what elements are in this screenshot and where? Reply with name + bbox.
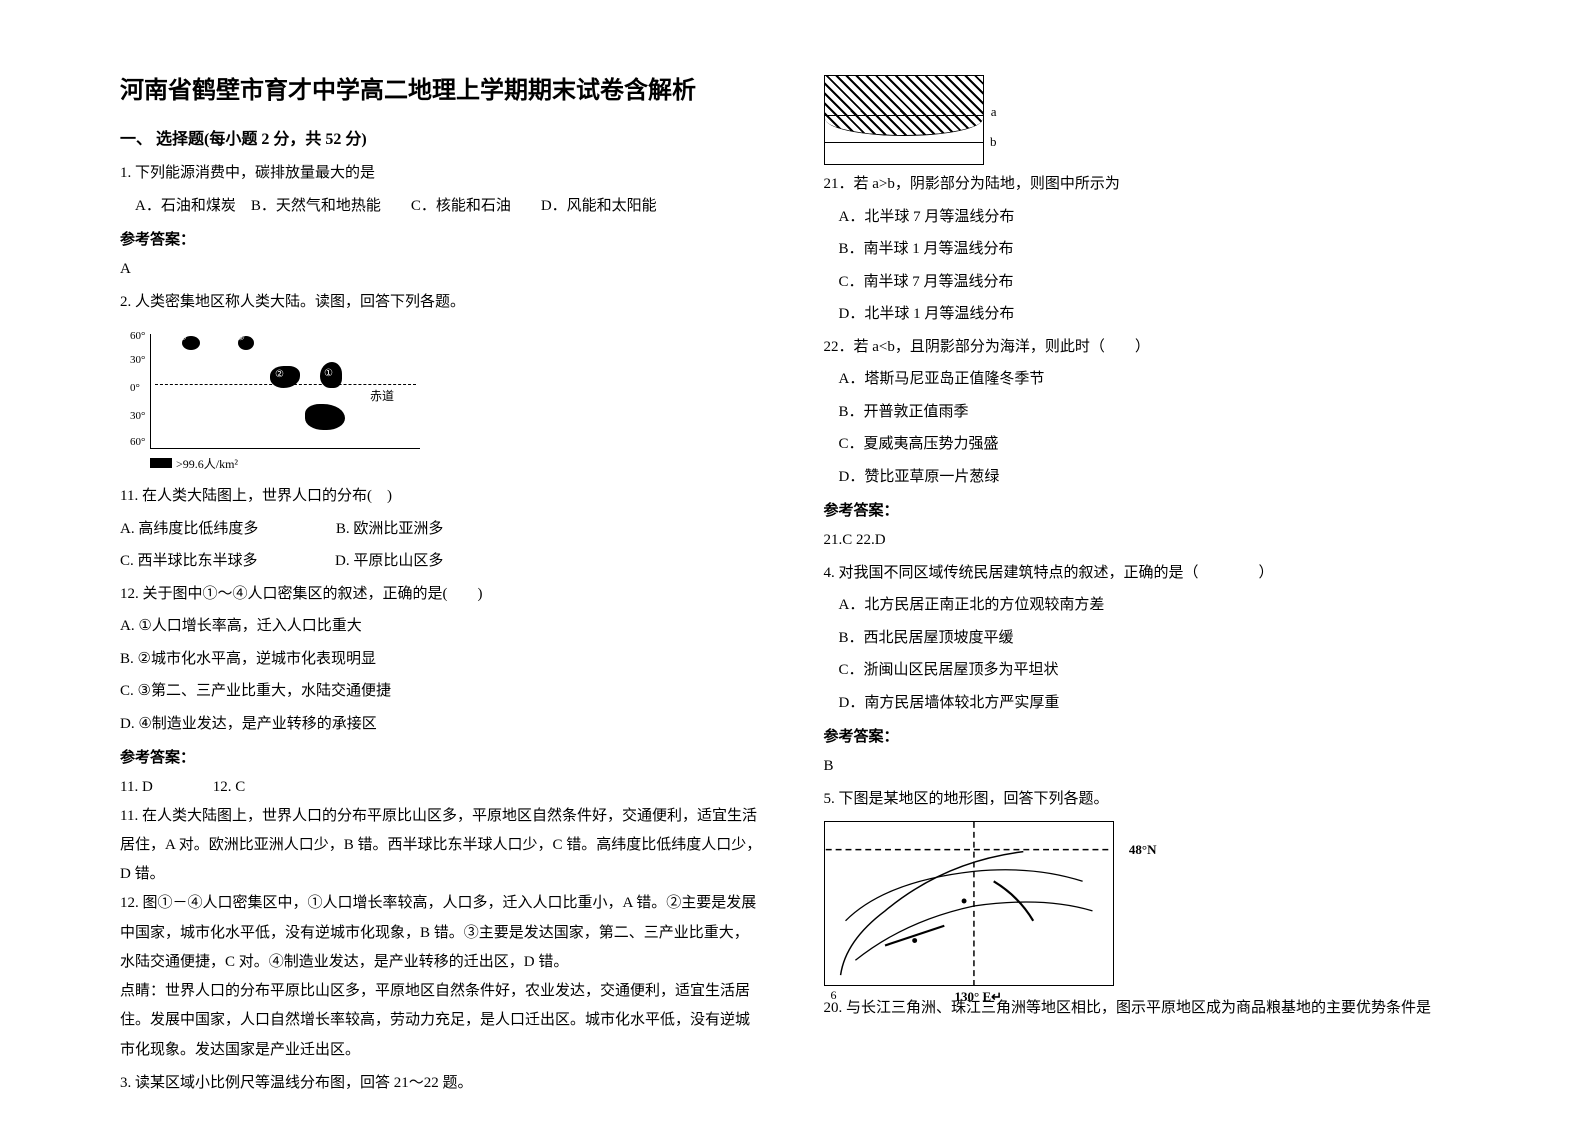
q2-12-B: B. ②城市化水平高，逆城市化表现明显 xyxy=(120,645,764,674)
page-title: 河南省鹤壁市育才中学高二地理上学期期末试卷含解析 xyxy=(120,70,764,105)
q2-11-C: C. 西半球比东半球多 xyxy=(120,553,258,569)
q2-stem: 2. 人类密集地区称人类大陆。读图，回答下列各题。 xyxy=(120,288,764,317)
q2-tip: 点睛：世界人口的分布平原比山区多，平原地区自然条件好，农业发达，交通便利，适宜生… xyxy=(120,977,764,1065)
q4-A: A．北方民居正南正北的方位观较南方差 xyxy=(824,591,1468,620)
equator-label: 赤道 xyxy=(370,387,394,404)
q1-answer: A xyxy=(120,255,764,284)
lon-label: 130° E↵ xyxy=(955,989,1003,1005)
ylabel-30b: 30° xyxy=(130,410,145,422)
q1-answer-label: 参考答案： xyxy=(120,228,764,249)
left-column: 河南省鹤壁市育才中学高二地理上学期期末试卷含解析 一、 选择题(每小题 2 分，… xyxy=(100,70,794,1082)
q4-D: D．南方民居墙体较北方严实厚重 xyxy=(824,689,1468,718)
q3-21-B: B．南半球 1 月等温线分布 xyxy=(824,235,1468,264)
q5-stem: 5. 下图是某地区的地形图，回答下列各题。 xyxy=(824,785,1468,814)
q4-answer: B xyxy=(824,752,1468,781)
q2-exp11: 11. 在人类大陆图上，世界人口的分布平原比山区多，平原地区自然条件好，交通便利… xyxy=(120,802,764,890)
q3-answer: 21.C 22.D xyxy=(824,526,1468,555)
q4-stem: 4. 对我国不同区域传统民居建筑特点的叙述，正确的是（ ） xyxy=(824,559,1468,588)
right-column: a b 21．若 a>b，阴影部分为陆地，则图中所示为 A．北半球 7 月等温线… xyxy=(794,70,1488,1082)
q2-answer: 11. D 12. C xyxy=(120,773,764,802)
q3-answer-label: 参考答案： xyxy=(824,499,1468,520)
lat-label: 48°N xyxy=(1129,842,1157,858)
q4-C: C．浙闽山区民居屋顶多为平坦状 xyxy=(824,656,1468,685)
q2-12-C: C. ③第二、三产业比重大，水陆交通便捷 xyxy=(120,677,764,706)
q3-22-C: C．夏威夷高压势力强盛 xyxy=(824,430,1468,459)
q3-22-A: A．塔斯马尼亚岛正值隆冬季节 xyxy=(824,365,1468,394)
ylabel-60b: 60° xyxy=(130,436,145,448)
q2-12-D: D. ④制造业发达，是产业转移的承接区 xyxy=(120,710,764,739)
population-chart: 60° 30° 0° 30° 60° 赤道 ④ ③ ② ① >99.6人/km² xyxy=(120,324,430,474)
q2-answer-label: 参考答案： xyxy=(120,746,764,767)
q2-exp12: 12. 图①－④人口密集区中，①人口增长率较高，人口多，迁入人口比重小，A 错。… xyxy=(120,889,764,977)
q3-21-A: A．北半球 7 月等温线分布 xyxy=(824,203,1468,232)
q2-11-B: B. 欧洲比亚洲多 xyxy=(336,521,444,537)
q2-12-A: A. ①人口增长率高，迁入人口比重大 xyxy=(120,612,764,641)
q3-22-D: D．赞比亚草原一片葱绿 xyxy=(824,463,1468,492)
q3-21-D: D．北半球 1 月等温线分布 xyxy=(824,300,1468,329)
ylabel-60a: 60° xyxy=(130,330,145,342)
q3-22-stem: 22．若 a<b，且阴影部分为海洋，则此时（ ） xyxy=(824,333,1468,362)
q4-answer-label: 参考答案： xyxy=(824,725,1468,746)
q2-11-A: A. 高纬度比低纬度多 xyxy=(120,521,258,537)
chart-legend: >99.6人/km² xyxy=(176,455,238,472)
q2-11-row2: C. 西半球比东半球多 D. 平原比山区多 xyxy=(120,547,764,576)
q1-options: A．石油和煤炭 B．天然气和地热能 C．核能和石油 D．风能和太阳能 xyxy=(120,192,764,221)
q2-11-row1: A. 高纬度比低纬度多 B. 欧洲比亚洲多 xyxy=(120,515,764,544)
label-a: a xyxy=(991,104,997,120)
q2-11-D: D. 平原比山区多 xyxy=(335,553,443,569)
q2-12-stem: 12. 关于图中①～④人口密集区的叙述，正确的是( ) xyxy=(120,580,764,609)
map-corner-6: 6 xyxy=(831,988,837,1003)
q3-21-C: C．南半球 7 月等温线分布 xyxy=(824,268,1468,297)
topography-map: 48°N 130° E↵ 6 xyxy=(824,821,1114,986)
q2-11-stem: 11. 在人类大陆图上，世界人口的分布( ) xyxy=(120,482,764,511)
q3-stem: 3. 读某区域小比例尺等温线分布图，回答 21～22 题。 xyxy=(120,1069,764,1098)
q4-B: B．西北民居屋顶坡度平缓 xyxy=(824,624,1468,653)
q1-stem: 1. 下列能源消费中，碳排放量最大的是 xyxy=(120,159,764,188)
q3-21-stem: 21．若 a>b，阴影部分为陆地，则图中所示为 xyxy=(824,170,1468,199)
ylabel-30a: 30° xyxy=(130,354,145,366)
ylabel-0: 0° xyxy=(130,382,140,394)
q5-20: 20. 与长江三角洲、珠江三角洲等地区相比，图示平原地区成为商品粮基地的主要优势… xyxy=(824,994,1468,1023)
q3-22-B: B．开普敦正值雨季 xyxy=(824,398,1468,427)
section-header: 一、 选择题(每小题 2 分，共 52 分) xyxy=(120,125,764,149)
label-b: b xyxy=(990,134,997,150)
isotherm-figure: a b xyxy=(824,75,984,165)
